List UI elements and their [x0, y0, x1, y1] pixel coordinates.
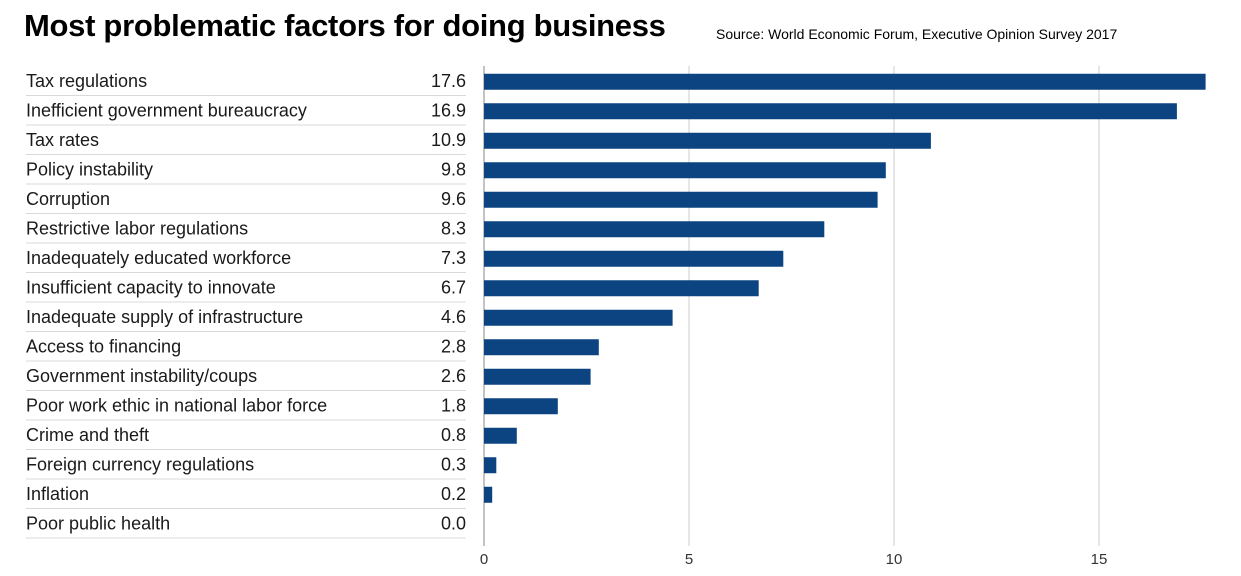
- category-label: Access to financing: [26, 336, 181, 356]
- value-label: 9.6: [441, 189, 466, 209]
- bar: [484, 398, 558, 415]
- bar: [484, 250, 784, 267]
- category-label: Crime and theft: [26, 425, 149, 445]
- bar: [484, 162, 886, 179]
- value-label: 4.6: [441, 307, 466, 327]
- bar: [484, 280, 759, 297]
- category-label: Inadequately educated workforce: [26, 248, 291, 268]
- category-label: Tax regulations: [26, 71, 147, 91]
- value-label: 7.3: [441, 248, 466, 268]
- value-label: 9.8: [441, 159, 466, 179]
- chart-title: Most problematic factors for doing busin…: [24, 8, 666, 43]
- category-label: Policy instability: [26, 159, 153, 179]
- value-label: 2.8: [441, 336, 466, 356]
- value-label: 17.6: [431, 71, 466, 91]
- category-label: Inflation: [26, 484, 89, 504]
- bar: [484, 103, 1177, 120]
- value-label: 0.8: [441, 425, 466, 445]
- value-label: 0.0: [441, 513, 466, 533]
- bar: [484, 427, 517, 444]
- value-label: 10.9: [431, 130, 466, 150]
- value-label: 16.9: [431, 100, 466, 120]
- category-label: Insufficient capacity to innovate: [26, 277, 276, 297]
- x-tick-label: 10: [886, 551, 903, 568]
- value-label: 2.6: [441, 366, 466, 386]
- category-label: Corruption: [26, 189, 110, 209]
- bar: [484, 132, 931, 149]
- category-label: Foreign currency regulations: [26, 454, 254, 474]
- category-label: Tax rates: [26, 130, 99, 150]
- bar: [484, 486, 493, 503]
- value-label: 6.7: [441, 277, 466, 297]
- category-label: Inefficient government bureaucracy: [26, 100, 307, 120]
- category-label: Restrictive labor regulations: [26, 218, 248, 238]
- bar: [484, 457, 497, 474]
- bar: [484, 368, 591, 385]
- value-label: 0.3: [441, 454, 466, 474]
- bar: [484, 339, 599, 356]
- bar: [484, 73, 1206, 90]
- value-label: 0.2: [441, 484, 466, 504]
- x-tick-label: 5: [685, 551, 693, 568]
- chart-source: Source: World Economic Forum, Executive …: [716, 26, 1118, 42]
- category-label: Poor work ethic in national labor force: [26, 395, 327, 415]
- category-label: Government instability/coups: [26, 366, 257, 386]
- category-label: Inadequate supply of infrastructure: [26, 307, 303, 327]
- bar: [484, 309, 673, 326]
- bar: [484, 191, 878, 208]
- value-label: 8.3: [441, 218, 466, 238]
- category-label: Poor public health: [26, 513, 170, 533]
- value-label: 1.8: [441, 395, 466, 415]
- x-tick-label: 0: [480, 551, 488, 568]
- x-tick-label: 15: [1091, 551, 1108, 568]
- bar: [484, 221, 825, 238]
